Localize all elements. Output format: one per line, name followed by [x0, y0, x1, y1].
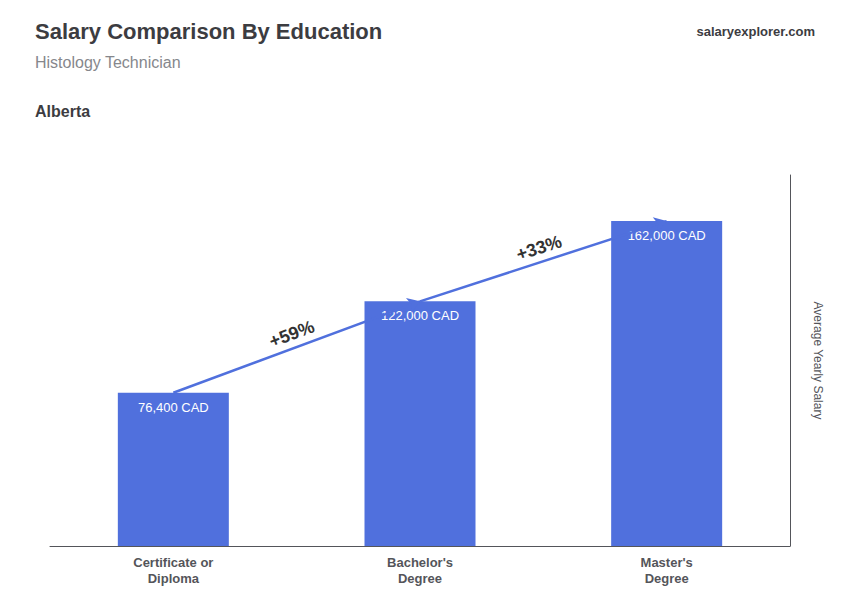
- svg-text:salaryexplorer.com: salaryexplorer.com: [696, 24, 815, 39]
- svg-text:Average Yearly Salary: Average Yearly Salary: [811, 302, 825, 420]
- svg-text:Certificate or: Certificate or: [133, 555, 213, 570]
- svg-text:162,000 CAD: 162,000 CAD: [627, 228, 706, 244]
- svg-text:Degree: Degree: [398, 571, 442, 586]
- svg-text:Salary Comparison By Education: Salary Comparison By Education: [35, 19, 382, 44]
- svg-text:Histology Technician: Histology Technician: [35, 54, 181, 71]
- svg-text:Alberta: Alberta: [35, 103, 90, 120]
- svg-text:122,000 CAD: 122,000 CAD: [381, 308, 459, 324]
- svg-text:Degree: Degree: [645, 571, 689, 586]
- svg-text:Diploma: Diploma: [148, 571, 200, 586]
- svg-text:76,400 CAD: 76,400 CAD: [138, 400, 209, 415]
- svg-text:+59%: +59%: [266, 316, 317, 351]
- svg-text:Bachelor's: Bachelor's: [387, 555, 453, 570]
- svg-text:Master's: Master's: [641, 555, 693, 570]
- svg-text:+33%: +33%: [514, 231, 564, 264]
